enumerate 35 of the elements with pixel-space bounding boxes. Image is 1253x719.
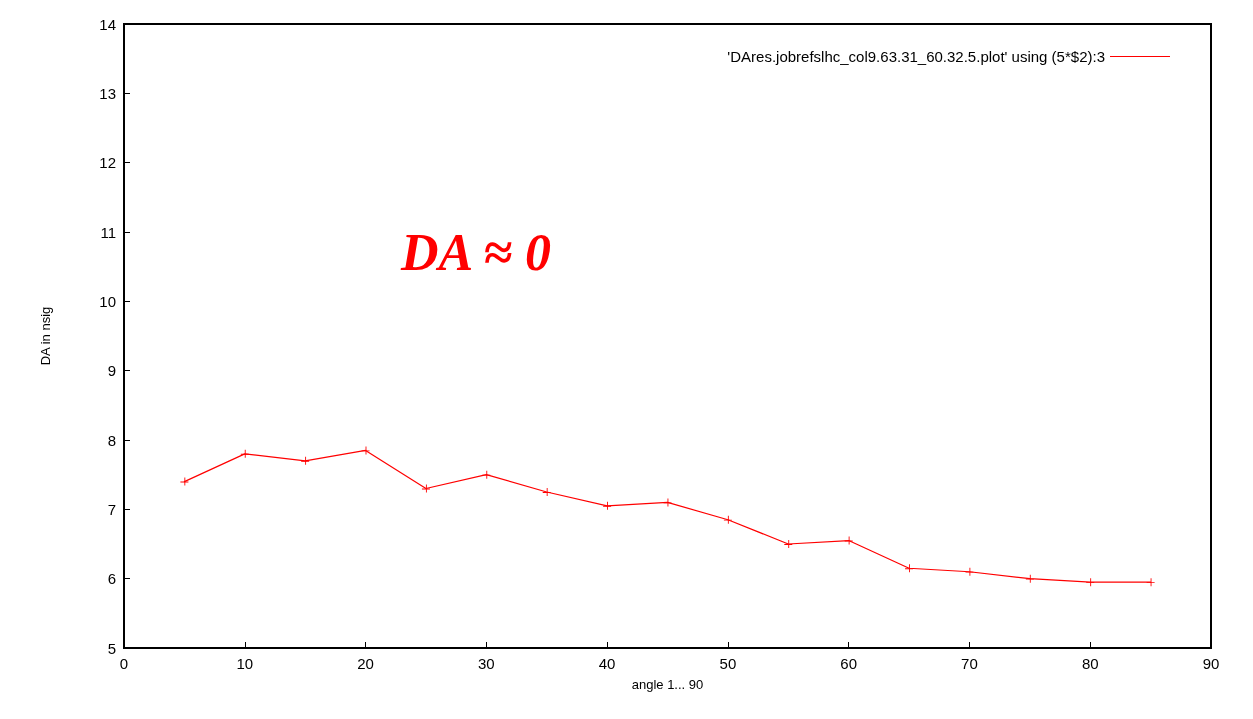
point: [723, 515, 732, 524]
x-tick-label: 80: [1081, 655, 1099, 672]
point: [301, 456, 310, 465]
y-tick-label: 9: [107, 362, 116, 380]
x-tick-label: 10: [236, 655, 254, 672]
y-tick-label: 5: [107, 639, 116, 657]
x-tick-label: 70: [961, 655, 978, 672]
point: [240, 449, 249, 458]
y-tick-label: 8: [107, 431, 116, 449]
point: [603, 501, 612, 510]
x-tick-label: 30: [477, 655, 495, 672]
point: [1025, 574, 1034, 583]
point: [482, 470, 491, 479]
x-tick-label: 0: [119, 655, 129, 672]
x-tick-label: 60: [840, 655, 858, 672]
y-tick-label: 11: [100, 223, 116, 241]
x-tick-label: 40: [598, 655, 616, 672]
point: [965, 567, 974, 576]
annotation: DA ≈ 0: [400, 223, 551, 281]
point: [1086, 578, 1095, 587]
x-tick-label: 90: [1202, 655, 1220, 672]
y-tick-label: 14: [99, 15, 116, 33]
y-axis-title: DA in nsig: [38, 306, 53, 366]
point: [542, 488, 551, 496]
point: [905, 564, 914, 573]
x-tick-label: 20: [357, 655, 374, 672]
legend-label: 'DAres.jobrefslhc_col9.63.31_60.32.5.plot' using (5*$2):3: [727, 48, 1105, 65]
y-tick-label: 7: [107, 500, 116, 518]
point: [784, 540, 793, 548]
y-tick-label: 6: [107, 570, 116, 588]
y-tick-label: 10: [99, 292, 116, 310]
x-axis-title: angle 1... 90: [631, 677, 704, 692]
y-tick-label: 12: [99, 154, 116, 172]
y-tick-label: 13: [99, 84, 116, 102]
x-tick-label: 50: [719, 655, 737, 672]
